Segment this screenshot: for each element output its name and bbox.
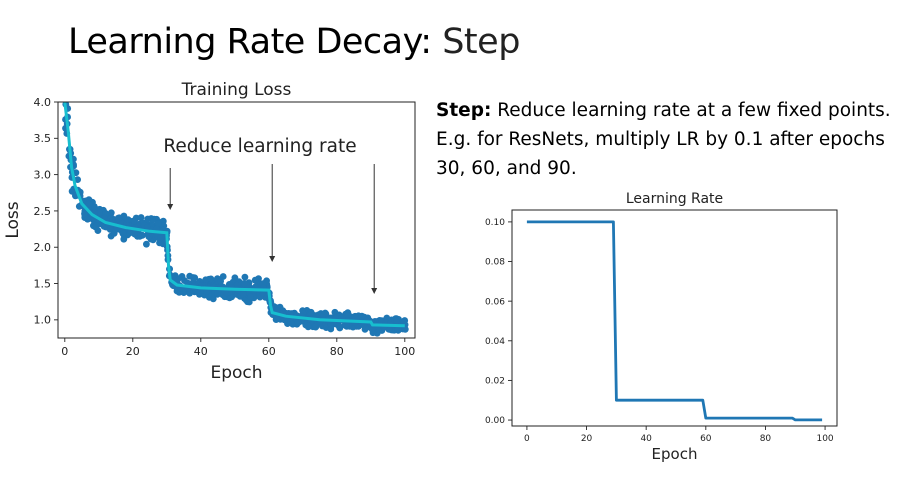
desc-bold: Step:	[436, 100, 492, 121]
x-tick-label: 40	[640, 434, 652, 444]
y-tick-label: 3.5	[34, 132, 52, 145]
raw-loss-point	[202, 276, 210, 284]
x-axis-label: Epoch	[652, 445, 698, 463]
raw-loss-point	[131, 230, 139, 238]
x-tick-label: 20	[126, 345, 140, 358]
x-tick-label: 100	[816, 434, 833, 444]
annotation-text: Reduce learning rate	[163, 136, 356, 157]
raw-loss-point	[90, 203, 98, 210]
raw-loss-point	[144, 215, 152, 223]
raw-loss-point	[342, 321, 350, 328]
y-tick-label: 1.5	[34, 277, 52, 290]
x-tick-label: 20	[581, 434, 593, 444]
x-tick-label: 80	[330, 345, 344, 358]
raw-loss-point	[203, 288, 211, 295]
y-tick-label: 0.10	[485, 218, 505, 228]
x-tick-label: 0	[524, 434, 530, 444]
y-tick-label: 0.00	[485, 416, 505, 426]
raw-loss-point	[93, 222, 100, 230]
step-description: Step: Reduce learning rate at a few fixe…	[436, 96, 906, 183]
learning-rate-chart: 0 20 40 60 80 100 0.00 0.02 0.04 0.06 0.08 0.10 Lear…	[485, 191, 838, 463]
raw-loss-point	[174, 275, 182, 282]
annotation-arrow-head	[269, 256, 276, 262]
raw-loss-point	[385, 325, 393, 333]
raw-loss-point	[294, 319, 302, 326]
y-tick-label: 3.0	[34, 168, 52, 181]
raw-loss-point	[96, 209, 103, 217]
raw-loss-point	[207, 275, 215, 283]
x-tick-label: 80	[760, 434, 772, 444]
raw-loss-point	[401, 325, 409, 333]
y-tick-label: 2.5	[34, 205, 52, 218]
raw-loss-point	[272, 315, 280, 323]
raw-loss-point	[137, 214, 145, 221]
plot-frame	[511, 209, 838, 427]
raw-loss-point	[240, 280, 248, 287]
raw-loss-point	[312, 323, 320, 331]
raw-loss-point	[143, 240, 150, 248]
training-loss-chart: 0 20 40 60 80 100 1.0 1.5 2.0 2.5 3.0 3.5 4.0 Trainin…	[3, 80, 416, 383]
chart-title: Learning Rate	[626, 191, 723, 207]
raw-loss-point	[241, 273, 249, 281]
raw-loss-point	[343, 311, 351, 319]
x-tick-label: 40	[194, 345, 208, 358]
raw-loss-point	[251, 276, 259, 284]
smoothed-loss-group	[63, 102, 405, 328]
raw-loss-point	[239, 290, 247, 298]
raw-loss-point	[305, 322, 312, 330]
raw-loss-point	[106, 226, 114, 233]
raw-loss-point	[393, 317, 400, 325]
y-tick-label: 1.0	[34, 314, 52, 327]
raw-loss-point	[74, 176, 81, 183]
x-tick-label: 0	[61, 345, 68, 358]
raw-loss-point	[181, 277, 188, 284]
raw-loss-point	[358, 312, 366, 320]
y-tick-label: 4.0	[34, 96, 52, 109]
raw-loss-point	[233, 281, 241, 289]
desc-text: Reduce learning rate at a few fixed poin…	[436, 100, 891, 179]
y-axis-label: Loss	[3, 201, 23, 238]
x-tick-label: 60	[700, 434, 712, 444]
raw-loss-point	[191, 274, 199, 282]
raw-loss-point	[157, 233, 165, 241]
y-tick-label: 0.08	[485, 258, 505, 268]
title-main: Learning Rate Decay	[68, 22, 421, 62]
learning-rate-line	[526, 220, 823, 422]
x-tick-label: 100	[394, 345, 415, 358]
slide-title: Learning Rate Decay: Step	[68, 22, 520, 62]
x-tick-label: 60	[262, 345, 276, 358]
raw-loss-point	[247, 293, 254, 301]
raw-loss-point	[217, 277, 225, 285]
raw-loss-point	[154, 220, 162, 228]
raw-loss-point	[62, 91, 69, 98]
y-tick-label: 0.06	[485, 297, 505, 307]
raw-loss-point	[131, 217, 138, 225]
raw-loss-point	[335, 323, 343, 330]
title-sub: Step	[442, 22, 520, 62]
raw-loss-point	[120, 235, 128, 243]
raw-loss-point	[119, 230, 127, 238]
annotation-arrow-head	[167, 204, 174, 210]
y-tick-label: 0.02	[485, 377, 505, 387]
raw-loss-point	[85, 200, 93, 208]
smoothed-loss-line	[63, 102, 405, 328]
title-separator: :	[420, 22, 443, 62]
plot-frame	[57, 101, 416, 339]
raw-loss-point	[81, 210, 88, 218]
raw-loss-point	[124, 216, 132, 224]
raw-loss-point	[114, 214, 122, 222]
raw-loss-points	[62, 91, 409, 337]
annotation-arrow-head	[371, 288, 378, 294]
chart-title: Training Loss	[181, 80, 292, 100]
raw-loss-point	[214, 290, 221, 298]
y-tick-label: 2.0	[34, 241, 52, 254]
x-axis-label: Epoch	[210, 363, 262, 383]
y-tick-label: 0.04	[485, 337, 505, 347]
